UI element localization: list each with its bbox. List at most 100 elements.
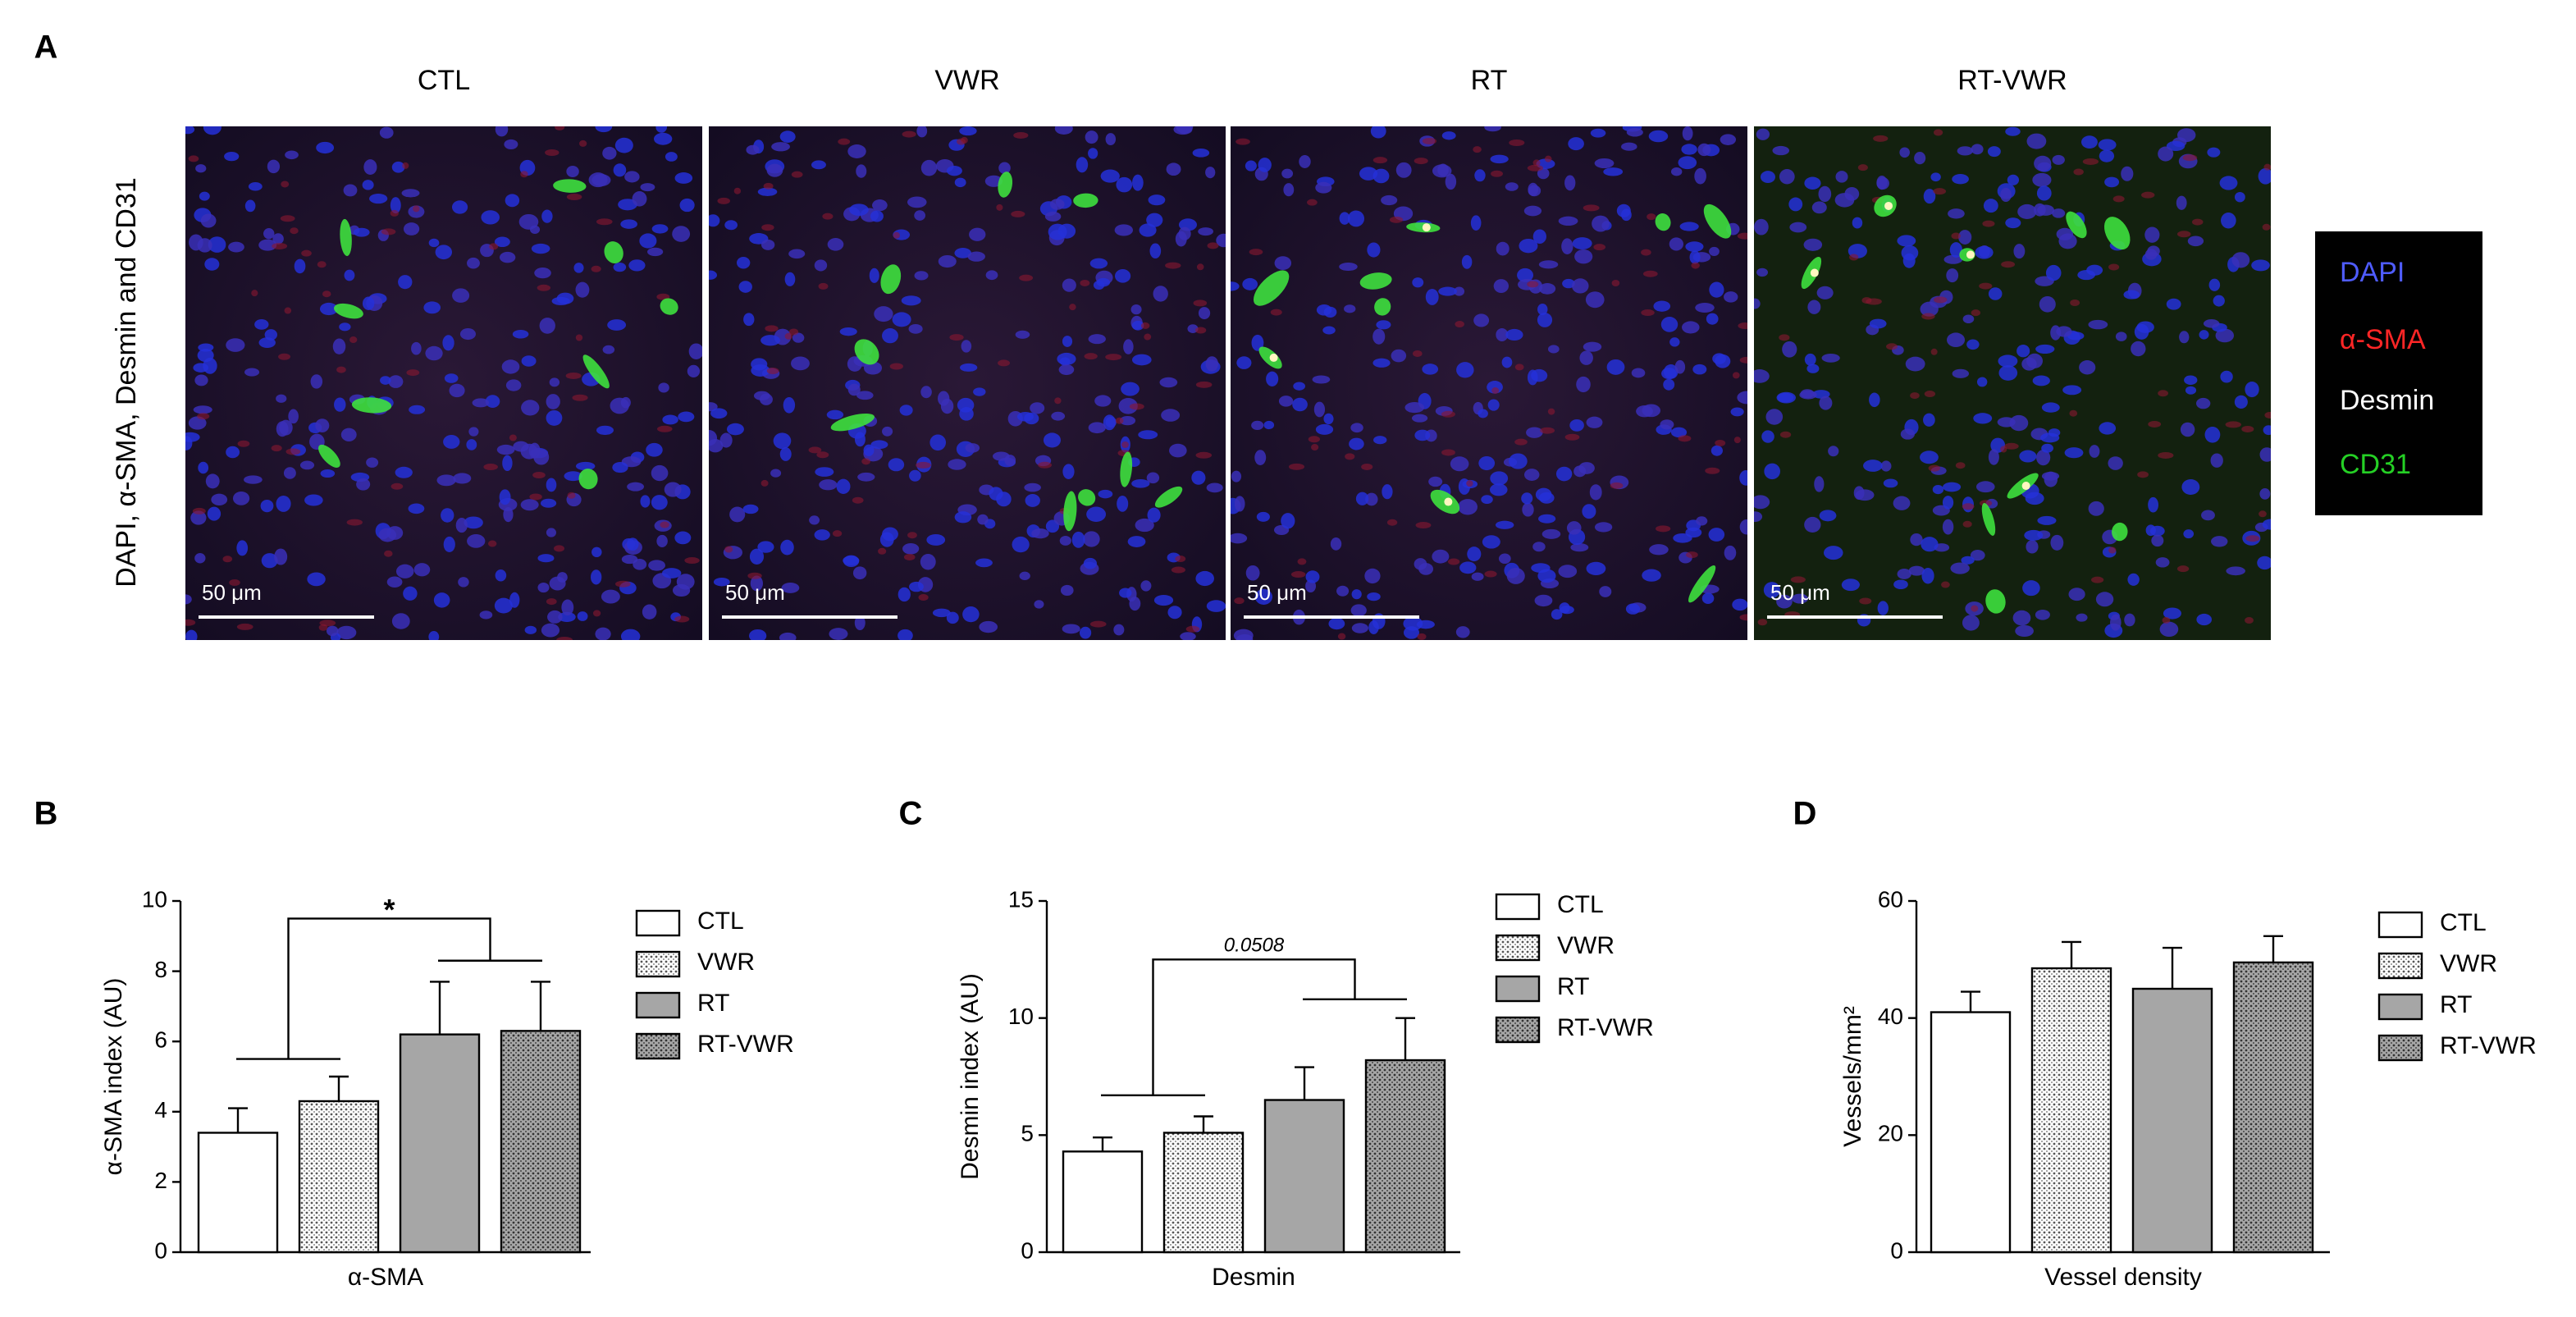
nucleus: [1648, 130, 1669, 143]
nucleus: [1754, 495, 1770, 510]
red-stain: [1171, 566, 1185, 574]
red-stain: [1514, 438, 1528, 446]
nucleus: [829, 628, 848, 640]
red-stain: [1389, 216, 1404, 223]
vessel: [1374, 298, 1391, 316]
nucleus: [1835, 171, 1848, 183]
red-stain: [1193, 300, 1208, 307]
nucleus: [1131, 478, 1150, 488]
nucleus: [2179, 331, 2190, 344]
red-stain: [1115, 417, 1124, 424]
nucleus: [1432, 549, 1450, 564]
column-title: RT-VWR: [1957, 65, 2067, 96]
channel-legend-label: CD31: [2340, 449, 2411, 480]
nucleus: [1024, 412, 1039, 425]
nucleus: [2144, 226, 2160, 243]
nucleus: [1694, 167, 1706, 185]
nucleus: [1682, 321, 1700, 334]
nucleus: [737, 256, 751, 269]
vessel: [2112, 522, 2128, 542]
nucleus: [2067, 332, 2085, 341]
nucleus: [679, 198, 695, 213]
red-stain: [1165, 262, 1181, 269]
nucleus: [1233, 629, 1254, 640]
nucleus: [2203, 319, 2220, 328]
nucleus: [909, 581, 924, 592]
nucleus: [1761, 430, 1774, 443]
red-stain: [760, 479, 769, 487]
nucleus: [1505, 182, 1519, 191]
nucleus: [1495, 520, 1514, 529]
nucleus: [1140, 580, 1152, 592]
red-stain: [272, 242, 288, 249]
red-stain: [1361, 463, 1373, 470]
nucleus: [1517, 268, 1534, 282]
nucleus: [1730, 407, 1744, 417]
nucleus: [304, 494, 323, 506]
nucleus: [185, 594, 192, 605]
nucleus: [2134, 323, 2149, 340]
red-stain: [1372, 157, 1388, 164]
nucleus: [435, 245, 453, 260]
legend-label: VWR: [2440, 950, 2497, 977]
nucleus: [1869, 392, 1880, 408]
nucleus: [651, 224, 669, 234]
red-stain: [520, 171, 528, 178]
nucleus: [985, 270, 998, 281]
nucleus: [1376, 320, 1391, 330]
nucleus: [1606, 359, 1625, 375]
nucleus: [1216, 233, 1226, 248]
nucleus: [973, 387, 986, 396]
red-stain: [1491, 170, 1503, 177]
nucleus: [613, 263, 627, 272]
nucleus: [814, 259, 828, 272]
nucleus: [466, 439, 477, 450]
nucleus: [1103, 414, 1116, 431]
bar: [1062, 1150, 1144, 1254]
vessel: [998, 171, 1013, 198]
nucleus: [1579, 350, 1593, 365]
red-stain: [1678, 435, 1692, 442]
red-stain: [916, 461, 931, 469]
red-stain: [1415, 522, 1432, 529]
nucleus: [1724, 545, 1737, 560]
nucleus: [2086, 264, 2103, 276]
nucleus: [1772, 145, 1790, 156]
legend-swatch: [2377, 993, 2423, 1021]
vessel: [334, 303, 363, 319]
nucleus: [1105, 133, 1117, 146]
nucleus: [914, 210, 926, 221]
red-stain: [2259, 510, 2267, 518]
red-stain: [1857, 164, 1868, 171]
nucleus: [1948, 208, 1965, 219]
nucleus: [1231, 281, 1240, 291]
red-stain: [251, 290, 258, 297]
column-title: RT: [1471, 65, 1508, 96]
red-stain: [1038, 461, 1053, 469]
red-stain: [1249, 249, 1263, 256]
nucleus: [710, 408, 728, 419]
nucleus: [1532, 229, 1546, 244]
red-stain: [1933, 296, 1948, 304]
nucleus: [1501, 356, 1513, 368]
panel-letter: D: [1793, 796, 1817, 832]
nucleus: [1962, 615, 1980, 631]
nucleus: [546, 409, 563, 426]
nucleus: [2183, 529, 2195, 539]
nucleus: [244, 475, 263, 484]
nucleus: [2040, 432, 2060, 443]
x-axis-label: α-SMA: [348, 1264, 423, 1291]
nucleus: [541, 623, 560, 638]
nucleus: [1804, 516, 1821, 533]
nucleus: [1566, 521, 1582, 535]
red-stain: [949, 334, 964, 341]
red-stain: [1739, 356, 1747, 364]
nucleus: [639, 233, 657, 249]
nucleus: [185, 629, 198, 640]
nucleus: [2251, 259, 2270, 272]
red-stain: [1422, 137, 1437, 144]
nucleus: [1195, 570, 1214, 587]
nucleus: [1754, 369, 1770, 383]
nucleus: [254, 318, 269, 330]
nucleus: [1942, 519, 1954, 535]
